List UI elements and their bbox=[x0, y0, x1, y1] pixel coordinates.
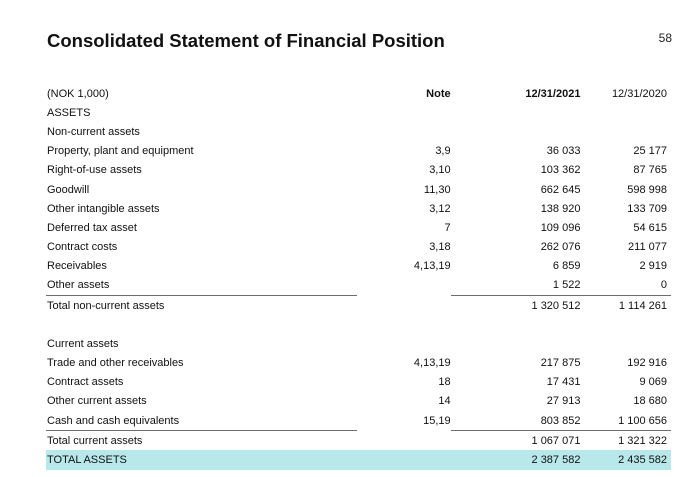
grand-total-previous-value: 2 435 582 bbox=[580, 450, 671, 470]
total-label: Total current assets bbox=[46, 430, 358, 451]
row-previous-value: 0 bbox=[660, 279, 667, 292]
grand-total-note bbox=[357, 450, 451, 470]
row-current-value: 36 033 bbox=[546, 145, 581, 158]
row-note: 3,10 bbox=[429, 164, 451, 177]
non-current-total-row: Total non-current assets 1 320 512 1 114… bbox=[46, 295, 671, 316]
table-row: Other intangible assets 3,12 138 920 133… bbox=[46, 199, 671, 218]
row-label: Other current assets bbox=[47, 395, 147, 408]
row-current-value: 103 362 bbox=[540, 164, 581, 177]
row-previous-value: 9 069 bbox=[639, 376, 667, 389]
row-note: 14 bbox=[438, 395, 451, 408]
assets-heading-row: ASSETS bbox=[46, 103, 671, 122]
non-current-heading-row: Non-current assets bbox=[46, 122, 671, 141]
table-row: Other current assets 14 27 913 18 680 bbox=[46, 392, 671, 411]
row-current-value: 662 645 bbox=[540, 183, 581, 196]
row-current-value: 803 852 bbox=[540, 414, 581, 427]
row-current-value: 27 913 bbox=[546, 395, 581, 408]
row-previous-value: 87 765 bbox=[633, 164, 667, 177]
row-note: 7 bbox=[444, 221, 451, 234]
table-row: Other assets 1 522 0 bbox=[46, 276, 671, 296]
row-label: Other assets bbox=[47, 279, 110, 292]
row-label: Deferred tax asset bbox=[47, 221, 137, 234]
total-previous-value: 1 321 322 bbox=[580, 430, 671, 451]
row-previous-value: 598 998 bbox=[627, 183, 667, 196]
table-row: Contract assets 18 17 431 9 069 bbox=[46, 373, 671, 392]
financial-statement-table: (NOK 1,000) Note 12/31/2021 12/31/2020 A… bbox=[46, 84, 671, 470]
current-heading-row: Current assets bbox=[46, 334, 671, 353]
table-row: Receivables 4,13,19 6 859 2 919 bbox=[46, 257, 671, 276]
spacer-row bbox=[46, 315, 671, 334]
row-current-value: 109 096 bbox=[540, 221, 581, 234]
assets-heading: ASSETS bbox=[47, 106, 91, 119]
row-previous-value: 25 177 bbox=[633, 145, 667, 158]
row-label: Right-of-use assets bbox=[47, 164, 142, 177]
row-note: 15,19 bbox=[423, 414, 451, 427]
row-note: 4,13,19 bbox=[413, 357, 451, 370]
table-row: Property, plant and equipment 3,9 36 033… bbox=[46, 142, 671, 161]
table-row: Deferred tax asset 7 109 096 54 615 bbox=[46, 218, 671, 237]
table-row: Right-of-use assets 3,10 103 362 87 765 bbox=[46, 161, 671, 180]
row-previous-value: 1 100 656 bbox=[618, 414, 667, 427]
total-previous-value: 1 114 261 bbox=[580, 295, 671, 316]
grand-total-label: TOTAL ASSETS bbox=[46, 450, 358, 470]
non-current-heading: Non-current assets bbox=[47, 125, 140, 138]
row-note: 3,12 bbox=[429, 202, 451, 215]
spacer-cell bbox=[46, 315, 671, 334]
row-current-value: 138 920 bbox=[540, 202, 581, 215]
row-note: 4,13,19 bbox=[413, 260, 451, 273]
grand-total-row: TOTAL ASSETS 2 387 582 2 435 582 bbox=[46, 450, 671, 470]
row-note: 18 bbox=[438, 376, 451, 389]
total-current-value: 1 067 071 bbox=[450, 430, 581, 451]
row-label: Other intangible assets bbox=[47, 202, 160, 215]
row-previous-value: 18 680 bbox=[633, 395, 667, 408]
row-note: 3,18 bbox=[429, 241, 451, 254]
row-label: Receivables bbox=[47, 260, 107, 273]
total-note bbox=[357, 431, 450, 451]
total-note bbox=[357, 296, 450, 316]
row-current-value: 6 859 bbox=[552, 260, 581, 273]
row-note: 3,9 bbox=[435, 145, 451, 158]
row-current-value: 1 522 bbox=[552, 279, 581, 292]
grand-total-current-value: 2 387 582 bbox=[450, 450, 581, 470]
row-current-value: 17 431 bbox=[546, 376, 581, 389]
page-number: 58 bbox=[658, 31, 672, 45]
row-label: Goodwill bbox=[47, 183, 90, 196]
table-row: Trade and other receivables 4,13,19 217 … bbox=[46, 353, 671, 372]
total-label: Total non-current assets bbox=[46, 295, 358, 316]
table-row: Goodwill 11,30 662 645 598 998 bbox=[46, 180, 671, 199]
row-label: Contract costs bbox=[47, 241, 118, 254]
row-label: Trade and other receivables bbox=[47, 357, 184, 370]
total-current-value: 1 320 512 bbox=[450, 295, 581, 316]
previous-year-header: 12/31/2020 bbox=[611, 87, 667, 100]
row-current-value: 262 076 bbox=[540, 241, 581, 254]
table-header-row: (NOK 1,000) Note 12/31/2021 12/31/2020 bbox=[46, 84, 671, 103]
row-previous-value: 133 709 bbox=[627, 202, 667, 215]
current-year-header: 12/31/2021 bbox=[525, 87, 581, 100]
current-total-row: Total current assets 1 067 071 1 321 322 bbox=[46, 430, 671, 451]
table-row: Cash and cash equivalents 15,19 803 852 … bbox=[46, 411, 671, 431]
row-label: Contract assets bbox=[47, 376, 124, 389]
row-label: Property, plant and equipment bbox=[47, 145, 194, 158]
row-note bbox=[357, 276, 450, 296]
unit-header: (NOK 1,000) bbox=[47, 87, 109, 100]
row-previous-value: 2 919 bbox=[639, 260, 667, 273]
note-column-header: Note bbox=[426, 87, 451, 100]
row-note: 11,30 bbox=[423, 183, 451, 196]
current-heading: Current assets bbox=[47, 337, 119, 350]
row-previous-value: 54 615 bbox=[633, 221, 667, 234]
row-previous-value: 192 916 bbox=[627, 357, 667, 370]
row-previous-value: 211 077 bbox=[628, 241, 667, 254]
row-label: Cash and cash equivalents bbox=[47, 414, 180, 427]
table-row: Contract costs 3,18 262 076 211 077 bbox=[46, 238, 671, 257]
page-title: Consolidated Statement of Financial Posi… bbox=[47, 30, 445, 51]
row-current-value: 217 875 bbox=[540, 357, 581, 370]
